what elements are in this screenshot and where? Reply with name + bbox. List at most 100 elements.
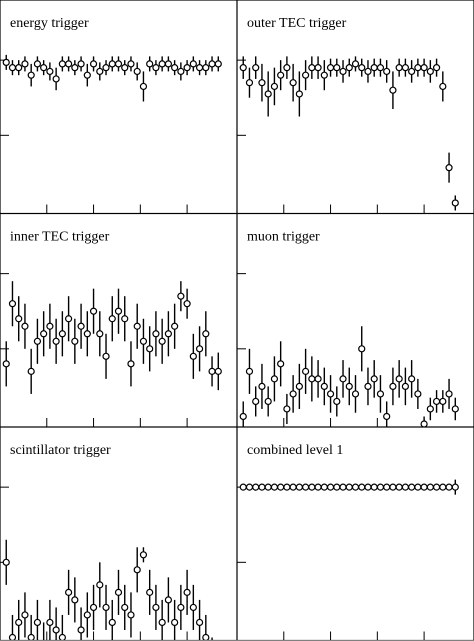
data-point	[258, 483, 266, 491]
data-point	[89, 60, 98, 68]
data-point	[239, 64, 247, 72]
data-point	[33, 337, 42, 345]
data-point	[58, 633, 66, 641]
data-point	[333, 64, 341, 72]
data-point	[177, 67, 185, 76]
data-point	[96, 330, 104, 338]
data-point	[245, 483, 254, 491]
data-point	[351, 390, 360, 398]
data-point	[258, 79, 266, 87]
data-point	[439, 397, 447, 406]
panel-title: muon trigger	[247, 230, 320, 245]
data-point	[171, 322, 179, 330]
data-point	[445, 164, 453, 172]
data-point	[46, 322, 54, 330]
data-point	[77, 322, 85, 330]
data-point	[21, 60, 29, 68]
data-point	[439, 483, 447, 491]
data-point	[295, 483, 303, 491]
data-point	[195, 618, 204, 627]
data-point	[295, 90, 303, 98]
data-point	[108, 618, 116, 627]
data-point	[114, 588, 123, 596]
data-point	[252, 397, 260, 406]
data-point	[8, 64, 17, 72]
data-point	[289, 79, 297, 87]
data-point	[277, 360, 285, 368]
data-point	[121, 315, 129, 323]
data-point	[33, 618, 42, 627]
data-point	[208, 60, 216, 68]
data-point	[27, 71, 35, 79]
data-point	[314, 375, 322, 383]
data-point	[158, 60, 166, 68]
data-point	[158, 337, 166, 345]
data-point	[83, 71, 91, 79]
data-point	[395, 375, 403, 383]
data-point	[370, 483, 378, 491]
data-point	[339, 67, 347, 76]
data-point	[152, 64, 160, 72]
data-point	[302, 483, 310, 491]
data-point	[376, 483, 385, 491]
data-point	[164, 596, 172, 604]
data-point	[345, 483, 353, 491]
panel: scintillator trigger	[0, 427, 237, 641]
data-point	[351, 483, 360, 491]
data-point	[239, 483, 247, 491]
data-point	[58, 330, 66, 338]
data-point	[395, 64, 403, 72]
data-point	[401, 483, 409, 491]
data-point	[171, 618, 179, 627]
panel-title: energy trigger	[10, 16, 89, 31]
data-point	[127, 60, 135, 68]
data-point	[77, 626, 85, 634]
data-point	[302, 71, 310, 79]
data-point	[351, 60, 360, 68]
data-point	[420, 483, 428, 491]
data-point	[451, 483, 459, 491]
data-point	[46, 618, 54, 627]
data-point	[264, 397, 272, 406]
data-point	[439, 82, 447, 91]
data-point	[358, 345, 366, 353]
panel: outer TEC trigger	[237, 0, 474, 214]
data-point	[15, 315, 23, 323]
data-point	[389, 86, 397, 94]
data-point	[383, 412, 391, 421]
data-point	[320, 382, 328, 391]
data-point	[383, 67, 391, 76]
data-point	[395, 483, 403, 491]
data-point	[370, 64, 378, 72]
data-point	[183, 64, 191, 72]
data-point	[245, 367, 254, 375]
data-point	[139, 82, 148, 91]
panel-title: combined level 1	[247, 443, 343, 458]
data-point	[58, 60, 66, 68]
data-point	[202, 64, 210, 72]
data-point	[52, 626, 60, 634]
data-point	[102, 603, 110, 612]
data-point	[2, 558, 10, 566]
data-point	[289, 390, 297, 398]
data-point	[283, 483, 291, 491]
data-point	[189, 352, 197, 360]
data-point	[21, 611, 29, 619]
panel-frame	[237, 0, 474, 214]
data-point	[121, 603, 129, 612]
data-point	[27, 633, 35, 641]
panel-frame	[0, 0, 237, 214]
data-point	[426, 483, 434, 491]
data-point	[2, 360, 10, 368]
data-point	[183, 300, 191, 308]
data-point	[158, 618, 166, 627]
data-point	[364, 382, 372, 391]
data-point	[189, 603, 197, 612]
data-point	[164, 330, 172, 338]
data-point	[376, 64, 385, 72]
panel-title: inner TEC trigger	[10, 230, 110, 245]
data-point	[127, 360, 135, 368]
data-point	[139, 551, 148, 559]
data-point	[71, 596, 79, 604]
data-point	[302, 367, 310, 375]
